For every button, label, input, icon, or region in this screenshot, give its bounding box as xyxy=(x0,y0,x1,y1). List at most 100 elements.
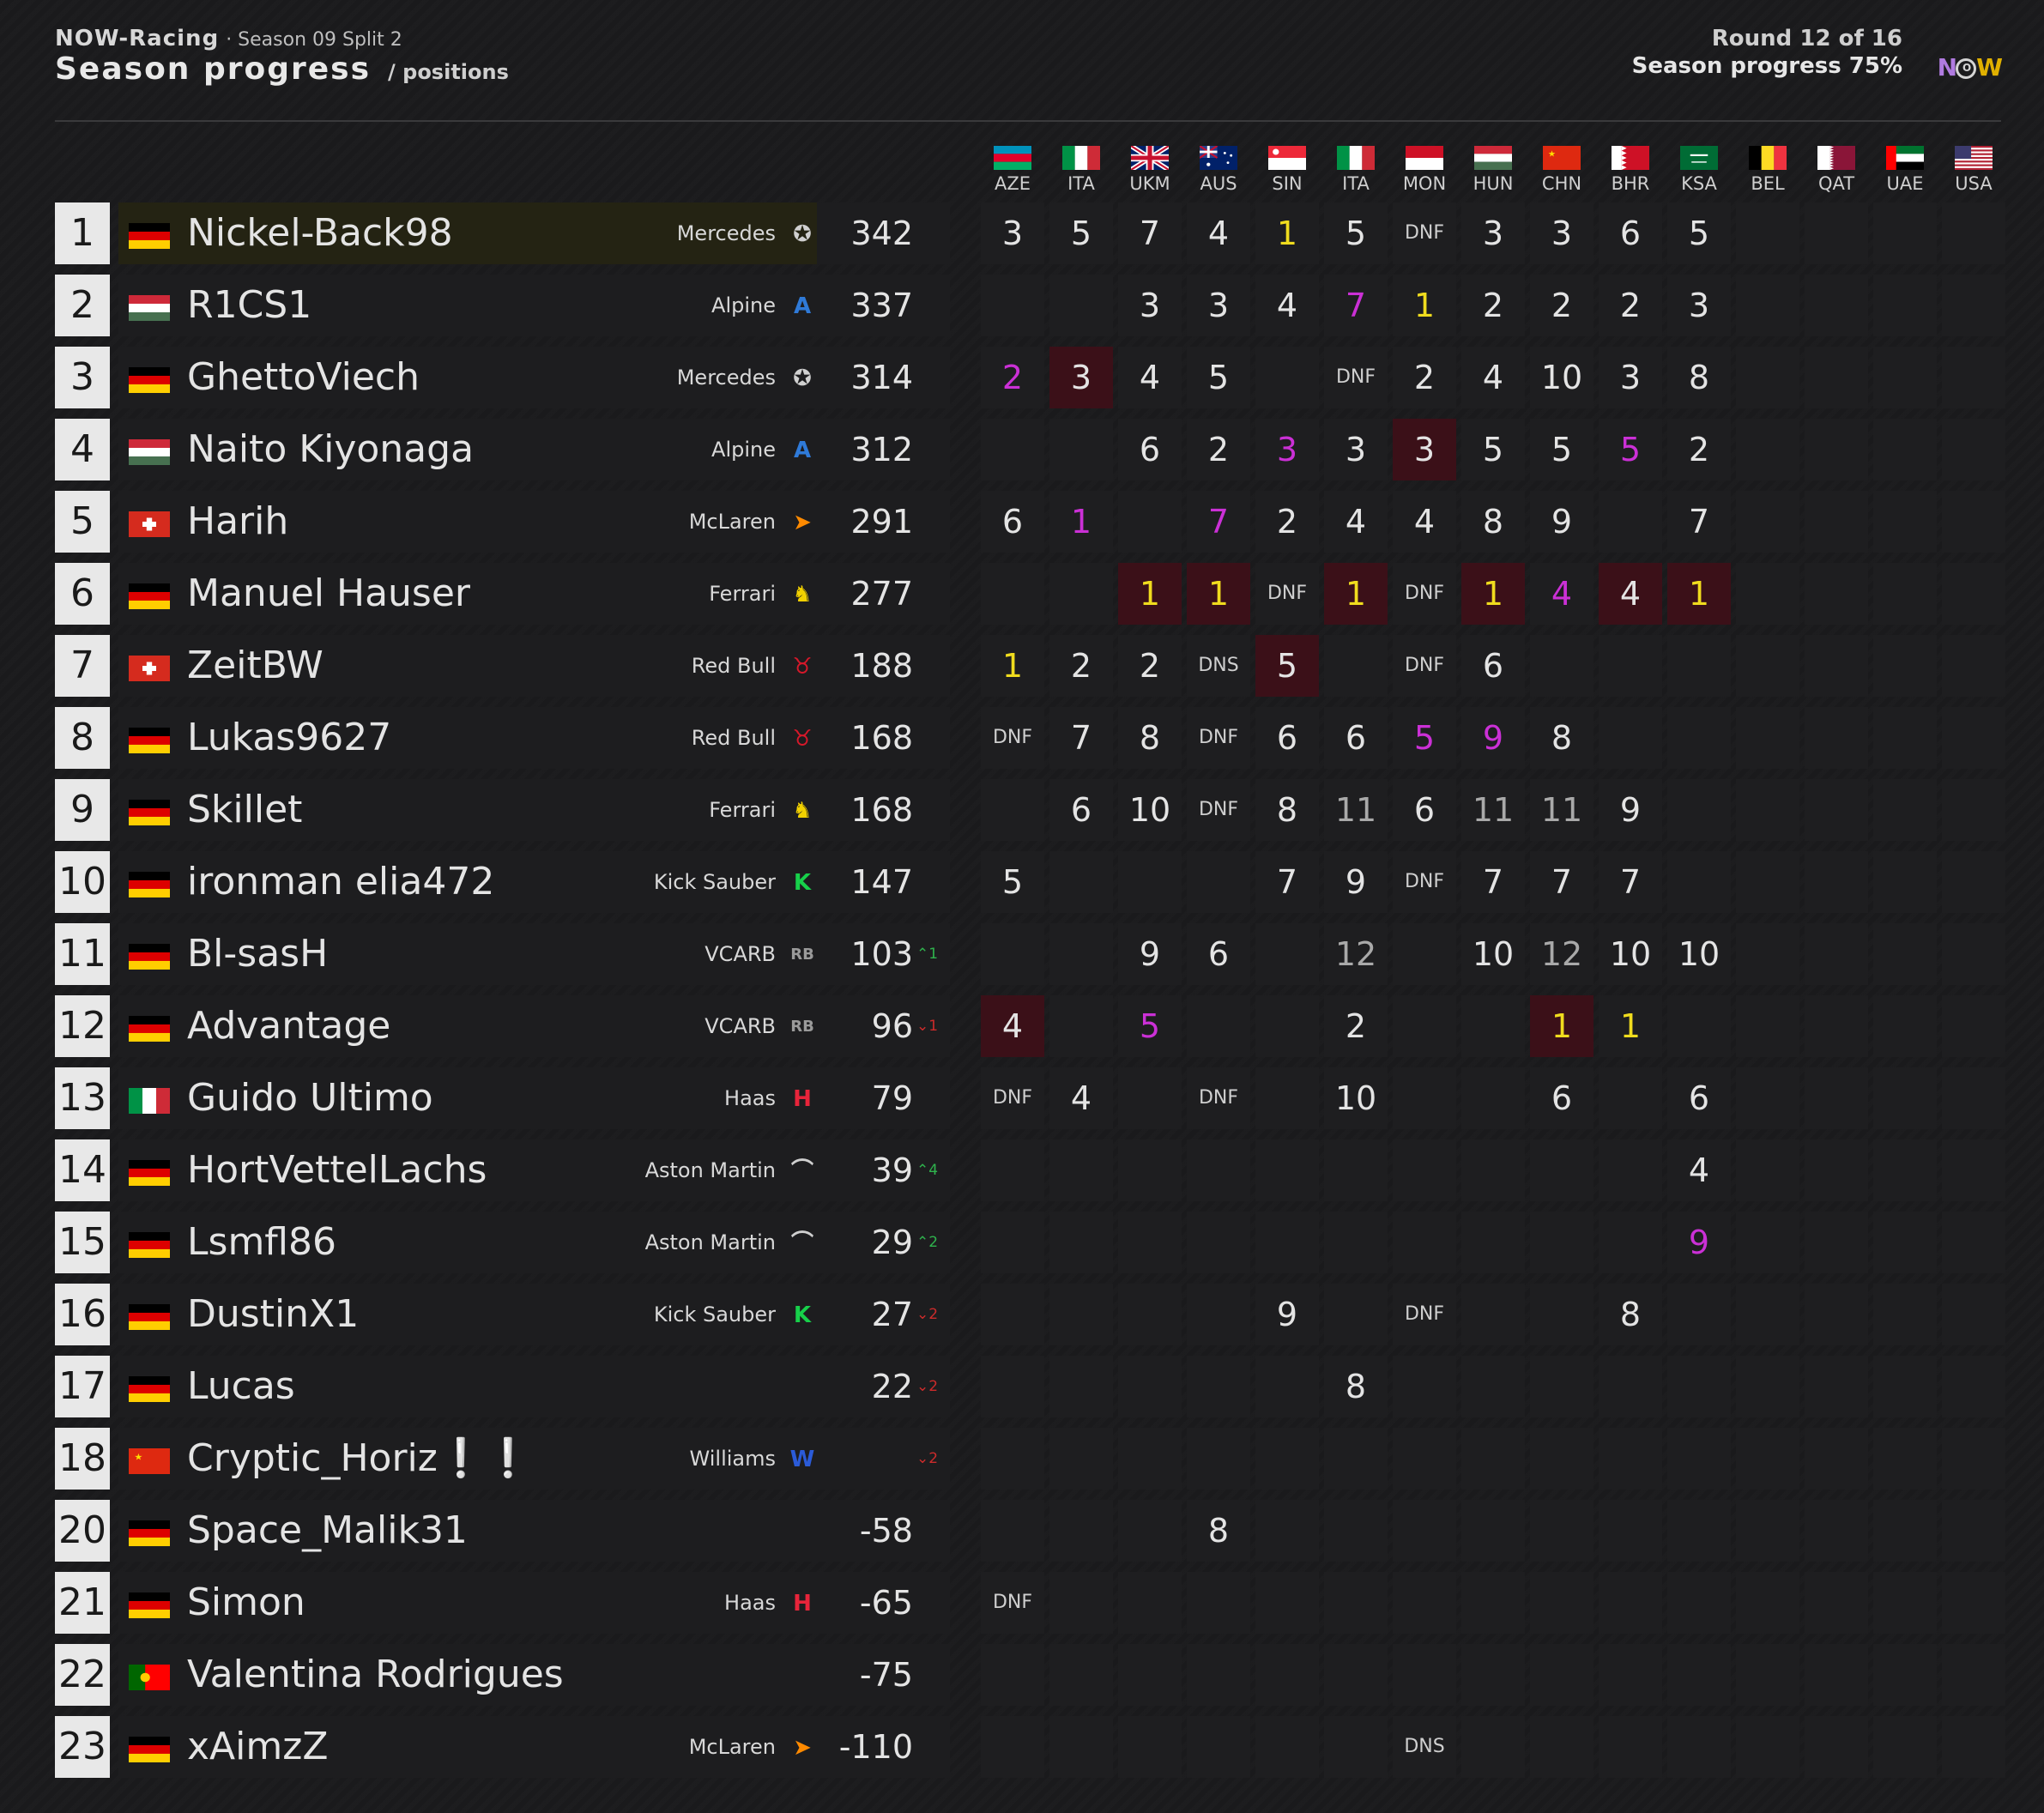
ger-flag-icon xyxy=(129,800,170,825)
team-name: Haas xyxy=(724,1591,776,1615)
table-row[interactable]: 12 Advantage VCARB RB 96 ⌄1 4 5 2 1 1 xyxy=(55,995,2005,1057)
table-row[interactable]: 4 Naito Kiyonaga Alpine A 312 6 2 3 3 3 5 5 5 2 xyxy=(55,419,2005,480)
table-row[interactable]: 13 Guido Ultimo Haas H 79 DNF 4 DNF 10 6 6 xyxy=(55,1067,2005,1129)
ger-flag-icon xyxy=(129,583,170,609)
result-cell-qat xyxy=(1805,707,1868,769)
result-cell-hun xyxy=(1461,1428,1525,1490)
table-row[interactable]: 15 Lsmfl86 Aston Martin ⌒ 29 ⌃2 9 xyxy=(55,1212,2005,1273)
driver-cell: Manuel Hauser Ferrari ♞ xyxy=(118,563,824,625)
result-cell-ukm xyxy=(1118,851,1182,913)
result-cell-sin: 8 xyxy=(1255,779,1319,841)
result-cell-chn xyxy=(1530,1356,1593,1417)
result-cell-chn: 6 xyxy=(1530,1067,1593,1129)
result-cell-sin: 1 xyxy=(1255,202,1319,264)
race-column-aze: AZE xyxy=(978,146,1047,194)
points-value: 147 xyxy=(850,863,913,901)
race-code: QAT xyxy=(1817,173,1855,194)
table-row[interactable]: 3 GhettoViech Mercedes ✪ 314 2 3 4 5 DNF 2 4 10 3 8 xyxy=(55,347,2005,408)
result-cell-ita xyxy=(1324,635,1388,697)
result-cell-bhr: 5 xyxy=(1599,419,1662,480)
result-cell-ita xyxy=(1049,1644,1113,1706)
result-cell-bhr xyxy=(1599,635,1662,697)
table-row[interactable]: 7 ZeitBW Red Bull ♉ 188 1 2 2 DNS 5 DNF 6 xyxy=(55,635,2005,697)
points-value: 168 xyxy=(850,719,913,757)
table-row[interactable]: 1 Nickel-Back98 Mercedes ✪ 342 3 5 7 4 1 5 DNF 3 3 6 5 xyxy=(55,202,2005,264)
points-value: 96 xyxy=(871,1007,913,1045)
position-badge: 10 xyxy=(55,851,110,913)
team-name: Red Bull xyxy=(691,654,776,678)
position-badge: 18 xyxy=(55,1428,110,1490)
result-cell-aus: 2 xyxy=(1187,419,1250,480)
points-value: 27 xyxy=(871,1296,913,1333)
result-cell-uae xyxy=(1873,419,1937,480)
result-cell-ukm: 6 xyxy=(1118,419,1182,480)
points-value: 312 xyxy=(850,431,913,468)
result-cell-sin: 4 xyxy=(1255,275,1319,336)
result-cell-ksa: 10 xyxy=(1667,923,1731,985)
result-cell-bhr xyxy=(1599,1356,1662,1417)
result-cell-ukm xyxy=(1118,1067,1182,1129)
result-cell-mon: DNF xyxy=(1393,635,1456,697)
table-row[interactable]: 22 Valentina Rodrigues -75 xyxy=(55,1644,2005,1706)
result-cell-qat xyxy=(1805,1356,1868,1417)
table-row[interactable]: 23 xAimzZ McLaren ➤ -110 DNS xyxy=(55,1716,2005,1778)
result-cell-hun xyxy=(1461,1067,1525,1129)
table-row[interactable]: 5 Harih McLaren ➤ 291 6 1 7 2 4 4 8 9 7 xyxy=(55,491,2005,553)
table-row[interactable]: 2 R1CS1 Alpine A 337 3 3 4 7 1 2 2 2 3 xyxy=(55,275,2005,336)
result-cell-chn xyxy=(1530,1644,1593,1706)
team-name: McLaren xyxy=(688,1735,776,1759)
points-value: 277 xyxy=(850,575,913,613)
driver-name: Lukas9627 xyxy=(187,716,392,759)
result-cell-ita xyxy=(1049,1212,1113,1273)
race-code: HUN xyxy=(1473,173,1514,194)
table-row[interactable]: 18 ★ Cryptic_Horiz❕❕ Williams W ⌄2 xyxy=(55,1428,2005,1490)
result-cell-aze xyxy=(981,1500,1044,1562)
table-row[interactable]: 6 Manuel Hauser Ferrari ♞ 277 1 1 DNF 1 DNF 1 4 4 1 xyxy=(55,563,2005,625)
brand-name: NOW-Racing xyxy=(55,26,220,51)
table-row[interactable]: 17 Lucas 22 ⌄2 8 xyxy=(55,1356,2005,1417)
table-row[interactable]: 21 Simon Haas H -65 DNF xyxy=(55,1572,2005,1634)
driver-cell: Nickel-Back98 Mercedes ✪ xyxy=(118,202,824,264)
result-cell-sin xyxy=(1255,1356,1319,1417)
ger-flag-icon xyxy=(129,1520,170,1546)
race-column-uae: UAE xyxy=(1871,146,1939,194)
table-row[interactable]: 14 HortVettelLachs Aston Martin ⌒ 39 ⌃4 4 xyxy=(55,1139,2005,1201)
result-cell-qat xyxy=(1805,851,1868,913)
result-cell-bhr xyxy=(1599,1428,1662,1490)
result-cell-ita xyxy=(1049,419,1113,480)
points-value: -65 xyxy=(859,1584,913,1622)
result-cell-hun: 3 xyxy=(1461,202,1525,264)
result-cell-usa xyxy=(1942,1067,2005,1129)
table-row[interactable]: 16 DustinX1 Kick Sauber K 27 ⌄2 9 DNF 8 xyxy=(55,1284,2005,1345)
result-cell-ita: DNF xyxy=(1324,347,1388,408)
table-row[interactable]: 8 Lukas9627 Red Bull ♉ 168 DNF 7 8 DNF 6 6 5 9 8 xyxy=(55,707,2005,769)
points-cell: 312 xyxy=(817,419,950,480)
table-row[interactable]: 9 Skillet Ferrari ♞ 168 6 10 DNF 8 11 6 11 11 9 xyxy=(55,779,2005,841)
table-row[interactable]: 11 Bl-sasH VCARB RB 103 ⌃1 9 6 12 10 12 10 10 xyxy=(55,923,2005,985)
aston-martin-icon: ⌒ xyxy=(790,1158,813,1184)
points-cell: 314 xyxy=(817,347,950,408)
ger-flag-icon xyxy=(129,872,170,897)
driver-cell: Advantage VCARB RB xyxy=(118,995,824,1057)
position-badge: 1 xyxy=(55,202,110,264)
table-row[interactable]: 20 Space_Malik31 -58 8 xyxy=(55,1500,2005,1562)
race-code: CHN xyxy=(1541,173,1582,194)
position-badge: 5 xyxy=(55,491,110,553)
result-cell-usa xyxy=(1942,1644,2005,1706)
result-cell-mon: DNF xyxy=(1393,1284,1456,1345)
result-cell-aus xyxy=(1187,1716,1250,1778)
position-badge: 15 xyxy=(55,1212,110,1273)
ger-flag-icon xyxy=(129,1232,170,1258)
position-down-indicator: ⌄2 xyxy=(916,1378,939,1395)
result-cell-mon: DNF xyxy=(1393,202,1456,264)
result-cell-hun: 5 xyxy=(1461,419,1525,480)
result-cell-usa xyxy=(1942,851,2005,913)
result-cell-ita: 1 xyxy=(1049,491,1113,553)
result-cell-ukm: 2 xyxy=(1118,635,1182,697)
position-badge: 16 xyxy=(55,1284,110,1345)
result-cell-mon: DNS xyxy=(1393,1716,1456,1778)
result-cell-aus: 4 xyxy=(1187,202,1250,264)
table-row[interactable]: 10 ironman elia472 Kick Sauber K 147 5 7 9 DNF 7 7… xyxy=(55,851,2005,913)
result-cell-ita xyxy=(1049,1428,1113,1490)
result-cell-hun: 4 xyxy=(1461,347,1525,408)
